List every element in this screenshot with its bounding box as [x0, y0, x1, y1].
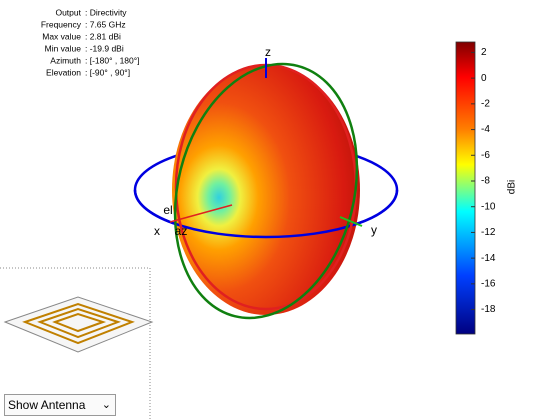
info-value: : [-90° , 90°] [85, 67, 130, 77]
colorbar-tick-label: -2 [481, 98, 490, 109]
info-value: : Directivity [85, 7, 127, 17]
dropdown[interactable]: Show Antenna ⌄ [4, 394, 116, 416]
colorbar-ticks: 2 0 -2 -4 -6 -8 -10 -12 -14 -16 -18 [471, 47, 496, 315]
dropdown-wrap: Show Antenna ⌄ [4, 394, 116, 416]
info-value: : [-180° , 180°] [85, 55, 140, 65]
info-label: Elevation [46, 67, 81, 77]
pattern-surface [172, 65, 360, 315]
y-axis [339, 216, 363, 227]
colorbar-tick-label: -18 [481, 304, 496, 315]
colorbar-tick-label: -10 [481, 201, 496, 212]
info-label: Min value [45, 43, 82, 53]
x-axis [169, 204, 233, 223]
info-value: : 7.65 GHz [85, 19, 126, 29]
azimuth-circle-front [133, 189, 399, 239]
info-label: Max value [42, 31, 81, 41]
info-value: : -19.9 dBi [85, 43, 124, 53]
colorbar-tick-label: 0 [481, 73, 487, 84]
colorbar-tick-label: 2 [481, 47, 487, 58]
colorbar-label: dBi [507, 180, 518, 194]
colorbar-tick-label: -8 [481, 176, 490, 187]
colorbar-tick-label: -12 [481, 227, 496, 238]
inset-border [0, 267, 151, 420]
info-value: : 2.81 dBi [85, 31, 121, 41]
antenna-preview [3, 296, 154, 353]
info-label: Azimuth [50, 55, 81, 65]
axis-label: az [175, 224, 188, 238]
colorbar [455, 41, 476, 335]
elevation-circle-green [173, 62, 359, 320]
info-label: Frequency [41, 19, 82, 29]
axis-label: x [154, 224, 160, 238]
dropdown-text: Show Antenna [8, 398, 86, 412]
axis-label: el [163, 203, 172, 217]
colorbar-tick-label: -14 [481, 253, 496, 264]
axis-label: z [265, 45, 271, 59]
colorbar-tick-label: -6 [481, 150, 490, 161]
colorbar-tick-label: -16 [481, 278, 496, 289]
info-label: Output [55, 7, 81, 17]
colorbar-tick-label: -4 [481, 124, 490, 135]
axis-label: y [371, 223, 377, 237]
dropdown-arrow: ⌄ [101, 399, 111, 411]
